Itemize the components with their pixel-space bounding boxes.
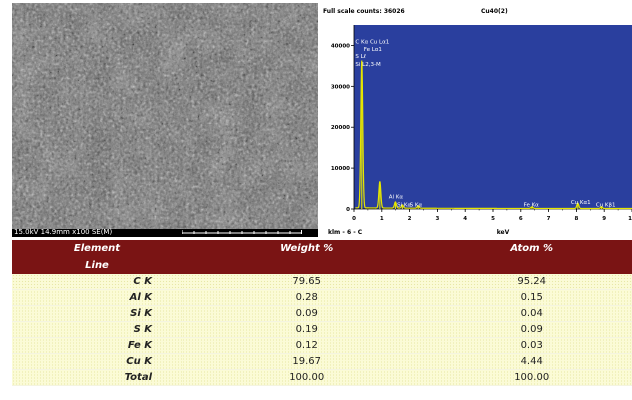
sem-micrograph: 15.0kV 14.9mm x100 SE(M) 500um <box>12 3 347 237</box>
sample-name: Cu40(2) <box>481 8 508 15</box>
x-tick-label: 0 <box>352 216 356 222</box>
x-tick-label: 10 <box>628 216 632 222</box>
element-cell: C K <box>12 274 182 290</box>
weight-cell: 0.12 <box>182 337 432 354</box>
x-tick-label: 3 <box>435 216 439 222</box>
y-tick-label: 30000 <box>331 84 350 90</box>
element-cell: Fe K <box>12 337 182 354</box>
spectrum-line <box>355 60 632 210</box>
element-cell: Al K <box>12 289 182 306</box>
weight-cell: 0.19 <box>182 321 432 338</box>
x-tick-label: 6 <box>519 216 523 222</box>
sem-texture <box>12 3 347 229</box>
element-cell: Cu K <box>12 353 182 370</box>
x-tick-label: 7 <box>547 216 551 222</box>
atom-cell: 95.24 <box>431 274 632 290</box>
atom-cell: 0.09 <box>431 321 632 338</box>
y-tick-label: 20000 <box>331 125 350 131</box>
peak-annotation: S Kα <box>410 203 423 209</box>
spectrum-footer: klm - 6 - C <box>328 229 363 236</box>
table-row: Cu K 19.67 4.44 <box>12 353 632 370</box>
sem-acquisition-info: 15.0kV 14.9mm x100 SE(M) <box>14 228 113 236</box>
weight-cell: 79.65 <box>182 274 432 290</box>
y-tick-label: 10000 <box>331 166 350 172</box>
atom-cell: 4.44 <box>431 353 632 370</box>
x-axis-label: keV <box>497 229 510 236</box>
atom-cell: 0.15 <box>431 289 632 306</box>
x-tick-label: 2 <box>408 216 412 222</box>
eds-spectrum-panel: 0 10000 20000 30000 40000 0 1 2 3 4 5 6 7 8 9 10 C Kα … <box>318 3 632 237</box>
element-cell: Total <box>12 369 182 386</box>
header-element: Element <box>12 240 182 257</box>
peak-annotation: C Kα Cu Lα1 <box>355 39 389 45</box>
weight-cell: 0.09 <box>182 305 432 322</box>
header-weight: Weight % <box>182 240 432 257</box>
full-scale-counts: Full scale counts: 36026 <box>323 8 405 15</box>
peak-annotation: Fe Kα <box>524 203 540 209</box>
x-tick-label: 8 <box>574 216 578 222</box>
weight-cell: 0.28 <box>182 289 432 306</box>
table-row: Total 100.00 100.00 <box>12 369 632 386</box>
peak-annotation: Si L2,3-M <box>355 62 381 68</box>
peak-annotation: Al Kα <box>389 194 404 200</box>
sem-info-bar: 15.0kV 14.9mm x100 SE(M) 500um <box>12 228 347 237</box>
atom-cell: 100.00 <box>431 369 632 386</box>
peak-annotation: Si Kα <box>397 203 411 209</box>
x-tick-label: 4 <box>463 216 467 222</box>
composition-table: Element Weight % Atom % Line C K 79.65 95.… <box>12 240 632 386</box>
plot-area <box>354 25 632 209</box>
eds-header: Full scale counts: 36026 Cu40(2) <box>318 3 632 25</box>
table-row: S K 0.19 0.09 <box>12 321 632 338</box>
table-row: Si K 0.09 0.04 <box>12 305 632 322</box>
eds-spectrum-chart: 0 10000 20000 30000 40000 0 1 2 3 4 5 6 7 8 9 10 C Kα … <box>318 3 632 237</box>
peak-annotation: Cu Kα1 <box>571 200 591 206</box>
peak-annotation: Fe Lα1 <box>364 47 382 53</box>
peak-annotation: S Lℓ <box>355 54 366 60</box>
table-row: C K 79.65 95.24 <box>12 274 632 290</box>
atom-cell: 0.04 <box>431 305 632 322</box>
header-line: Line <box>12 257 182 274</box>
x-tick-label: 5 <box>491 216 495 222</box>
x-tick-label: 9 <box>602 216 606 222</box>
element-cell: S K <box>12 321 182 338</box>
y-tick-label: 0 <box>346 207 350 213</box>
y-tick-label: 40000 <box>331 43 350 49</box>
weight-cell: 100.00 <box>182 369 432 386</box>
table-row: Fe K 0.12 0.03 <box>12 337 632 354</box>
element-cell: Si K <box>12 305 182 322</box>
header-atom: Atom % <box>431 240 632 257</box>
atom-cell: 0.03 <box>431 337 632 354</box>
x-tick-label: 1 <box>380 216 384 222</box>
weight-cell: 19.67 <box>182 353 432 370</box>
table-row: Al K 0.28 0.15 <box>12 289 632 306</box>
sem-scale-bar <box>182 230 302 234</box>
peak-annotation: Cu Kβ1 <box>596 203 616 209</box>
